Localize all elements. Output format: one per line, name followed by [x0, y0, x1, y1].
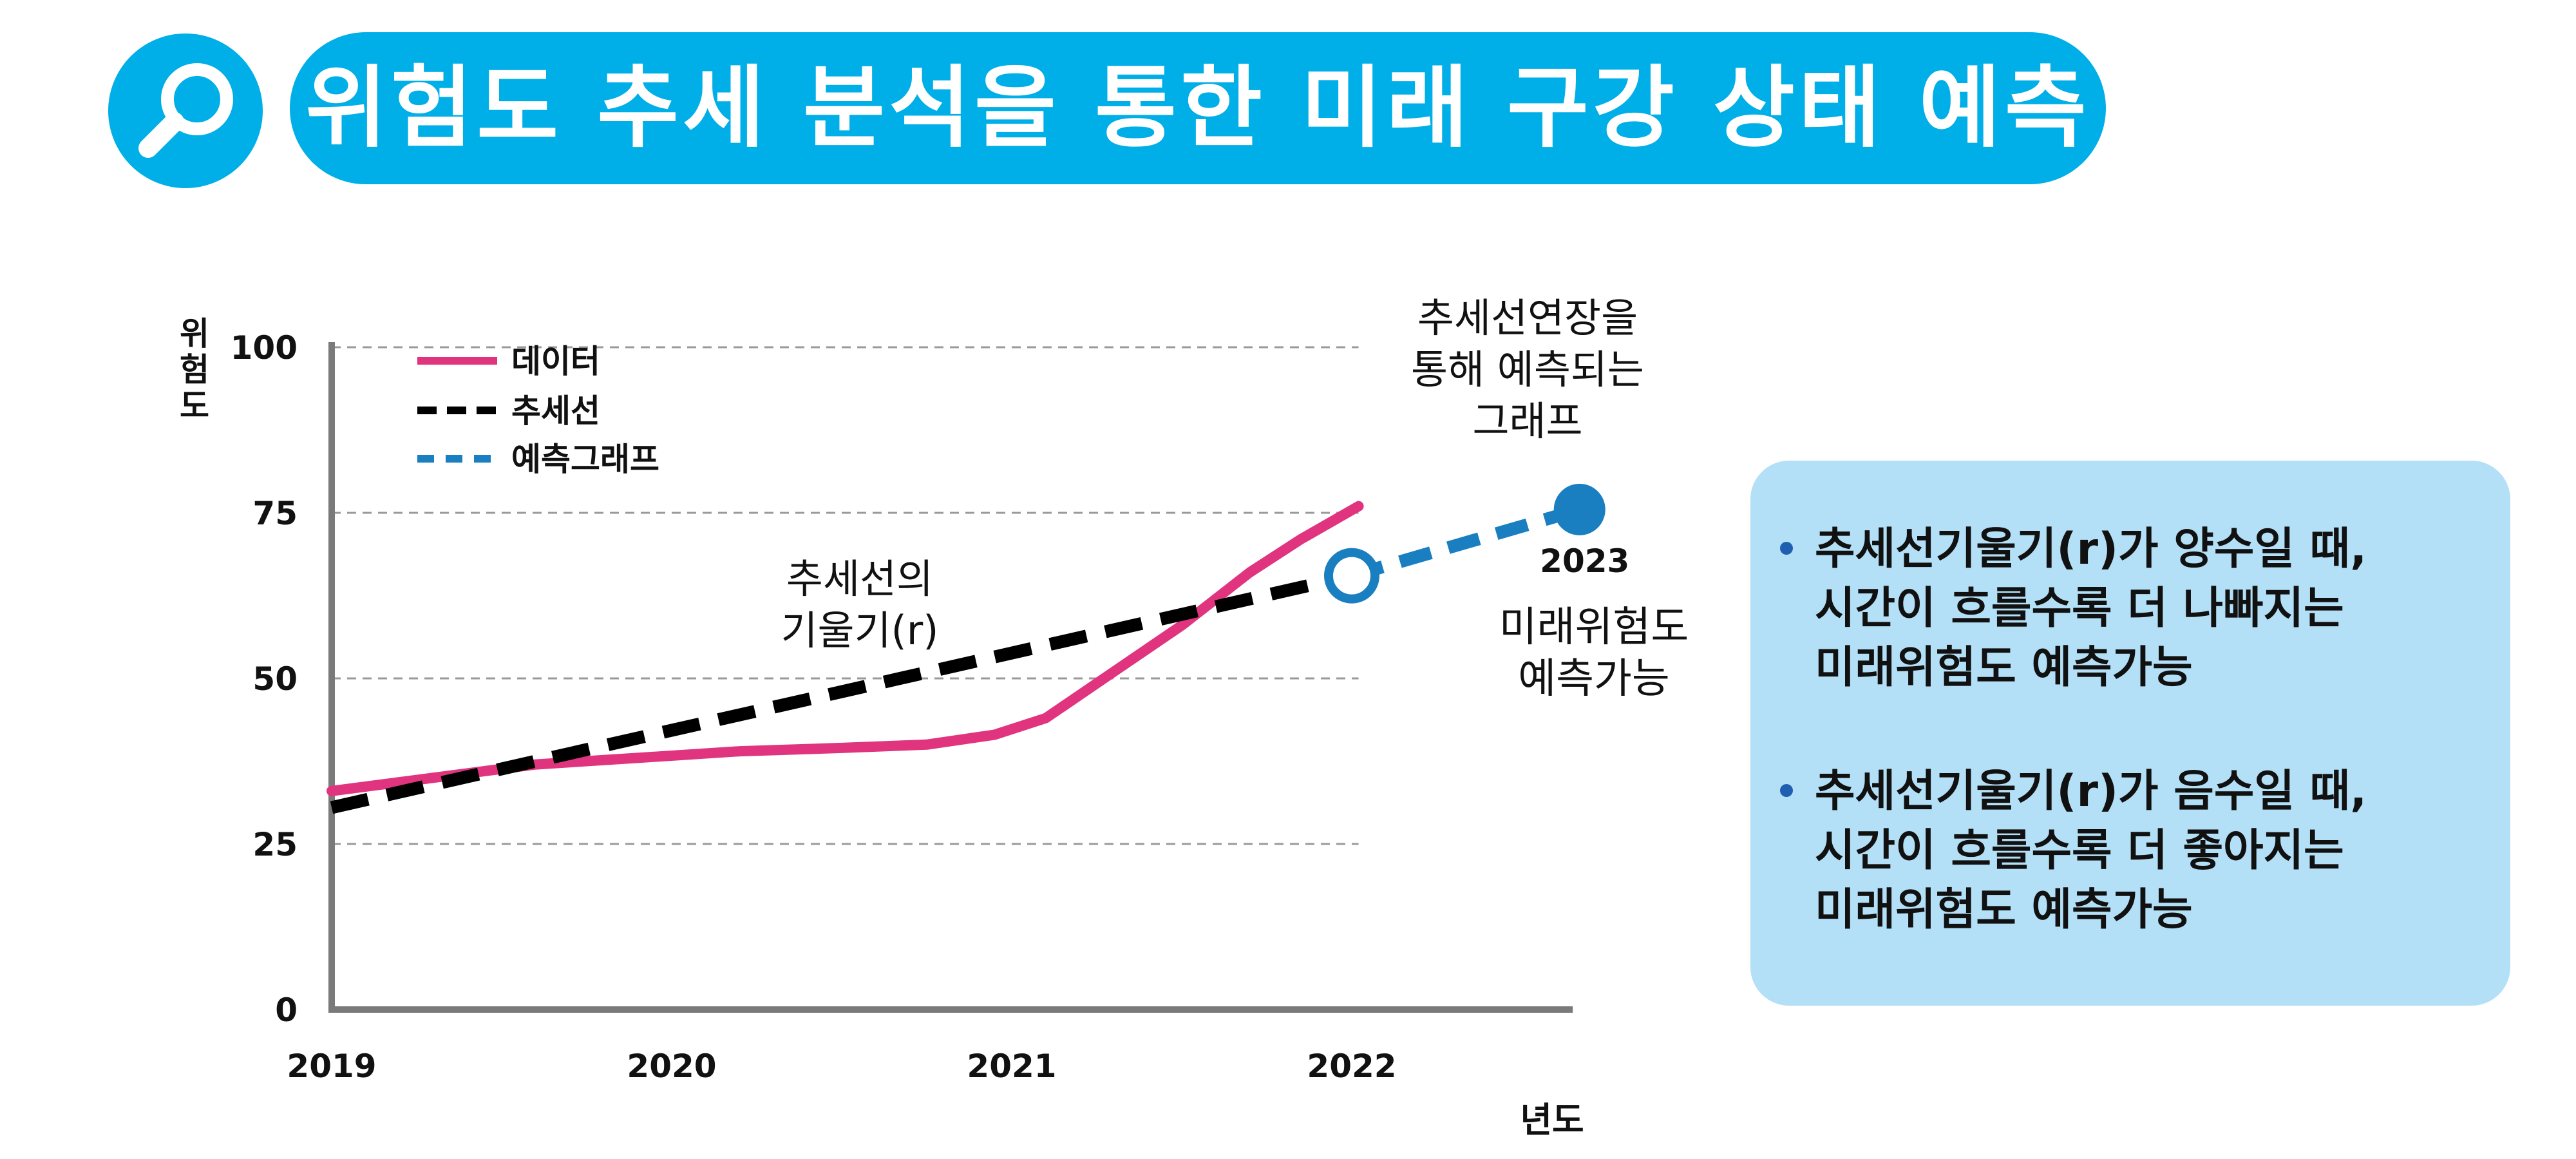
forecast-series-line: [1350, 503, 1582, 582]
trend-series-line: [330, 569, 1354, 814]
extension-annotation: 통해 예측되는: [1411, 346, 1644, 393]
y-tick-label: 100: [231, 329, 298, 367]
forecast-annotation: 미래위험도: [1499, 604, 1689, 651]
info-bullet-line: 시간이 흐를수록 더 좋아지는: [1815, 825, 2344, 876]
x-tick-label: 2019: [287, 1048, 376, 1085]
y-tick-label: 50: [252, 660, 298, 698]
info-bullet-line: 미래위험도 예측가능: [1815, 885, 2193, 935]
extension-annotation: 그래프: [1472, 398, 1582, 445]
page-title: 위험도 추세 분석을 통한 미래 구강 상태 예측: [305, 56, 2090, 160]
legend-label: 데이터: [511, 343, 600, 380]
info-bullet-line: 추세선기울기(r)가 양수일 때,: [1815, 524, 2367, 575]
x-tick-label: 2021: [967, 1048, 1056, 1085]
bullet-dot: [1780, 784, 1793, 797]
y-tick-label: 75: [252, 495, 298, 532]
y-tick-label: 25: [252, 826, 298, 863]
title-banner: 위험도 추세 분석을 통한 미래 구강 상태 예측: [290, 32, 2106, 184]
extension-annotation: 추세선연장을: [1417, 294, 1638, 341]
x-tick-label: 2022: [1307, 1048, 1396, 1085]
y-axis-label: 험: [180, 351, 209, 388]
info-bullet-positive: 추세선기울기(r)가 양수일 때, 시간이 흐를수록 더 나빠지는 미래위험도 …: [1780, 520, 2485, 698]
forecast-year-label: 2023: [1540, 542, 1629, 580]
info-bullet-negative: 추세선기울기(r)가 음수일 때, 시간이 흐를수록 더 좋아지는 미래위험도 …: [1780, 762, 2485, 940]
y-axis-label: 위: [180, 315, 209, 352]
x-tick-label: 2020: [627, 1048, 716, 1085]
x-axis-label: 년도: [1520, 1100, 1584, 1140]
search-badge: [108, 34, 263, 188]
info-bullet-line: 시간이 흐를수록 더 나빠지는: [1815, 583, 2344, 634]
bullet-dot: [1780, 542, 1793, 555]
info-box: 추세선기울기(r)가 양수일 때, 시간이 흐를수록 더 나빠지는 미래위험도 …: [1750, 461, 2510, 1006]
forecast-point-marker: [1553, 483, 1605, 535]
y-axis-label: 도: [180, 387, 209, 425]
legend-label: 예측그래프: [511, 441, 659, 478]
slope-annotation: 기울기(r): [781, 607, 939, 654]
forecast-annotation: 예측가능: [1518, 655, 1670, 703]
header: 위험도 추세 분석을 통한 미래 구강 상태 예측: [0, 0, 2576, 206]
trend-end-marker: [1324, 548, 1379, 604]
slope-annotation: 추세선의: [786, 555, 933, 602]
data-series-line: [327, 501, 1364, 796]
legend-label: 추세선: [511, 392, 600, 430]
info-bullet-line: 미래위험도 예측가능: [1815, 642, 2193, 693]
info-bullet-line: 추세선기울기(r)가 음수일 때,: [1815, 766, 2367, 817]
search-icon: [138, 63, 233, 158]
y-tick-label: 0: [275, 991, 298, 1029]
